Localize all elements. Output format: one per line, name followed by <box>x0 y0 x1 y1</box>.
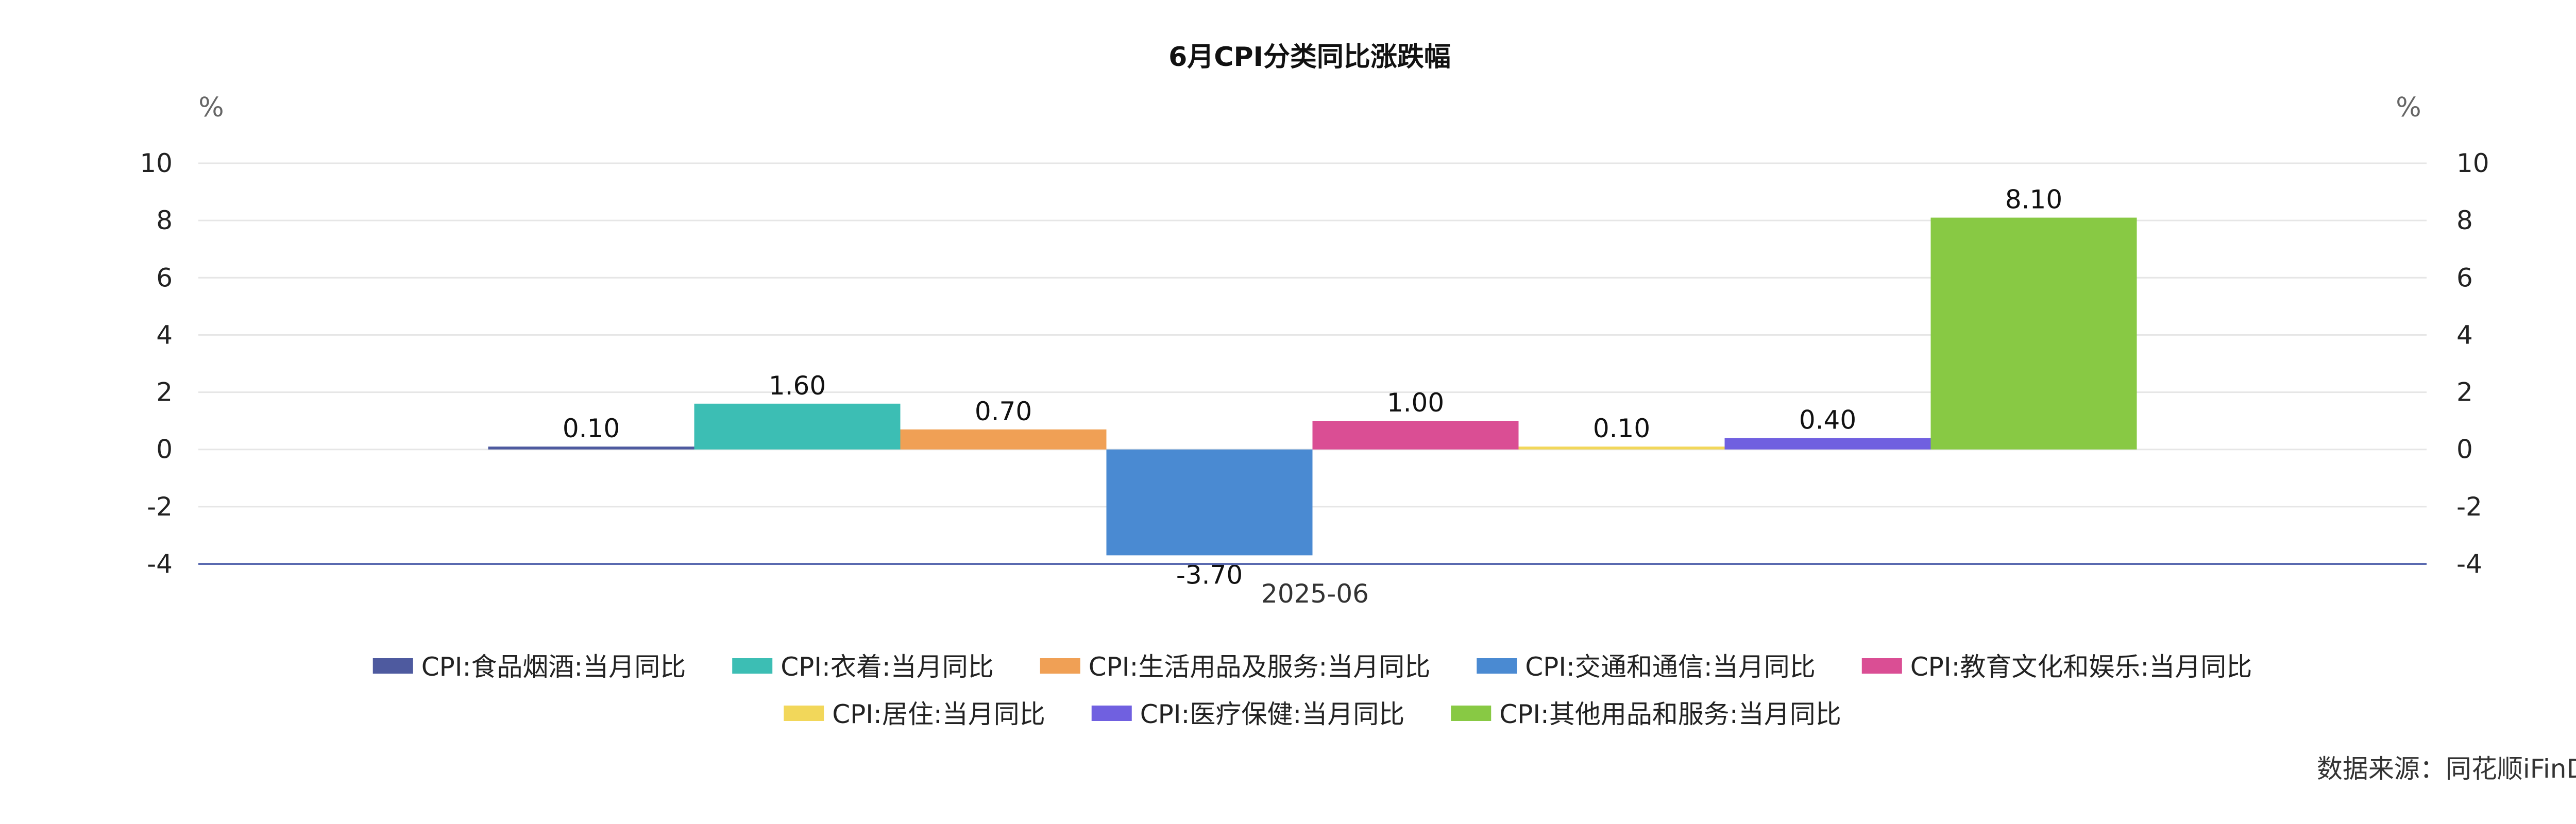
bar <box>488 447 694 450</box>
data-label: 0.10 <box>563 414 620 443</box>
bar <box>900 429 1107 450</box>
legend-label: CPI:生活用品及服务:当月同比 <box>1089 652 1431 682</box>
y-axis-unit-right: % <box>2396 92 2421 123</box>
data-label: 0.40 <box>1799 405 1856 435</box>
legend-swatch <box>1091 706 1132 721</box>
y-axis-left: -4 -2 0 2 4 6 8 10 <box>140 148 173 579</box>
y-tick-label-right: -2 <box>2456 492 2482 522</box>
legend-label: CPI:其他用品和服务:当月同比 <box>1499 699 1841 729</box>
legend: CPI:食品烟酒:当月同比 CPI:衣着:当月同比 CPI:生活用品及服务:当月同比… <box>372 652 2252 729</box>
data-labels: 0.101.600.70-3.701.000.10 0.408.10 <box>563 185 2062 590</box>
y-tick-label-left: 6 <box>156 263 173 293</box>
legend-swatch <box>1861 658 1902 674</box>
legend-item: CPI:衣着:当月同比 <box>732 652 994 682</box>
y-tick-label-right: 4 <box>2456 320 2473 350</box>
legend-label: CPI:交通和通信:当月同比 <box>1525 652 1816 682</box>
legend-item: CPI:居住:当月同比 <box>784 699 1045 729</box>
source-note: 数据来源：同花顺iFinD <box>2317 754 2576 784</box>
y-axis-unit-left: % <box>198 92 224 123</box>
bar <box>694 403 901 450</box>
legend-swatch <box>1477 658 1517 674</box>
bar <box>1106 449 1313 556</box>
y-tick-label-right: -4 <box>2456 549 2482 579</box>
legend-swatch <box>732 658 773 674</box>
legend-item: CPI:生活用品及服务:当月同比 <box>1040 652 1431 682</box>
bar <box>1930 217 2137 450</box>
y-tick-label-left: 10 <box>140 148 173 178</box>
y-tick-label-left: 0 <box>156 435 173 465</box>
legend-label: CPI:食品烟酒:当月同比 <box>421 652 686 682</box>
y-tick-label-left: -4 <box>147 549 173 579</box>
legend-label: CPI:居住:当月同比 <box>832 699 1045 729</box>
legend-label: CPI:教育文化和娱乐:当月同比 <box>1910 652 2252 682</box>
y-tick-label-left: -2 <box>147 492 173 522</box>
data-label: 0.70 <box>975 397 1032 426</box>
y-tick-label-right: 8 <box>2456 205 2473 235</box>
y-axis-right: -4 -2 0 2 4 6 8 10 <box>2456 148 2489 579</box>
data-label: 1.60 <box>769 371 826 401</box>
chart-title: 6月CPI分类同比涨跌幅 <box>1168 42 1451 73</box>
legend-item: CPI:食品烟酒:当月同比 <box>372 652 686 682</box>
x-tick-label: 2025-06 <box>1261 579 1369 609</box>
bar <box>1724 438 1931 450</box>
data-label: 0.10 <box>1593 414 1650 443</box>
legend-label: CPI:医疗保健:当月同比 <box>1140 699 1405 729</box>
legend-item: CPI:教育文化和娱乐:当月同比 <box>1861 652 2252 682</box>
y-tick-label-right: 2 <box>2456 377 2473 407</box>
bars <box>488 217 2137 556</box>
y-tick-label-left: 2 <box>156 377 173 407</box>
legend-item: CPI:交通和通信:当月同比 <box>1477 652 1816 682</box>
x-axis: 2025-06 <box>198 563 2427 609</box>
y-tick-label-right: 6 <box>2456 263 2473 293</box>
legend-swatch <box>1451 706 1492 721</box>
legend-swatch <box>1040 658 1080 674</box>
y-tick-label-left: 8 <box>156 205 173 235</box>
legend-swatch <box>372 658 413 674</box>
legend-item: CPI:医疗保健:当月同比 <box>1091 699 1405 729</box>
y-tick-label-right: 10 <box>2456 148 2489 178</box>
bar <box>1312 421 1519 450</box>
data-label: 1.00 <box>1387 388 1444 418</box>
legend-item: CPI:其他用品和服务:当月同比 <box>1451 699 1841 729</box>
legend-swatch <box>784 706 824 721</box>
bar <box>1518 447 1725 450</box>
y-tick-label-right: 0 <box>2456 435 2473 465</box>
legend-label: CPI:衣着:当月同比 <box>781 652 994 682</box>
y-tick-label-left: 4 <box>156 320 173 350</box>
data-label: 8.10 <box>2005 185 2062 215</box>
